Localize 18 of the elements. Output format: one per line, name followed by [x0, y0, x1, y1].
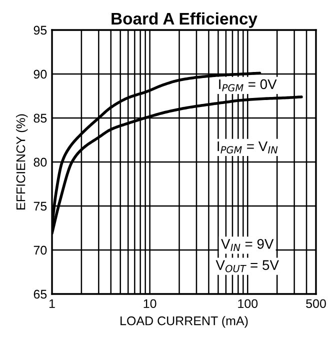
annotation: V$_{OUT}$ = 5V — [216, 260, 279, 272]
annotation: I$_{PGM}$ = V$_{IN}$ — [218, 141, 278, 154]
chart-title: Board A Efficiency — [112, 12, 258, 28]
y-axis-title: EFFICIENCY (%) — [16, 114, 28, 210]
y-tick-label: 75 — [34, 202, 47, 211]
x-axis-title: LOAD CURRENT (mA) — [120, 316, 248, 328]
y-tick-label: 65 — [34, 290, 47, 299]
y-tick-label: 95 — [34, 26, 47, 35]
x-tick-label: 10 — [144, 299, 156, 308]
annotation: I$_{PGM}$ = 0V — [219, 79, 277, 92]
x-tick-label: 100 — [238, 299, 258, 308]
y-tick-label: 70 — [34, 246, 47, 255]
y-tick-label: 85 — [34, 114, 47, 123]
y-tick-label: 90 — [34, 70, 47, 79]
x-tick-label: 500 — [306, 299, 326, 308]
x-tick-label: 1 — [49, 299, 55, 308]
annotation: V$_{IN}$ = 9V — [221, 239, 274, 252]
y-tick-label: 80 — [34, 158, 47, 167]
